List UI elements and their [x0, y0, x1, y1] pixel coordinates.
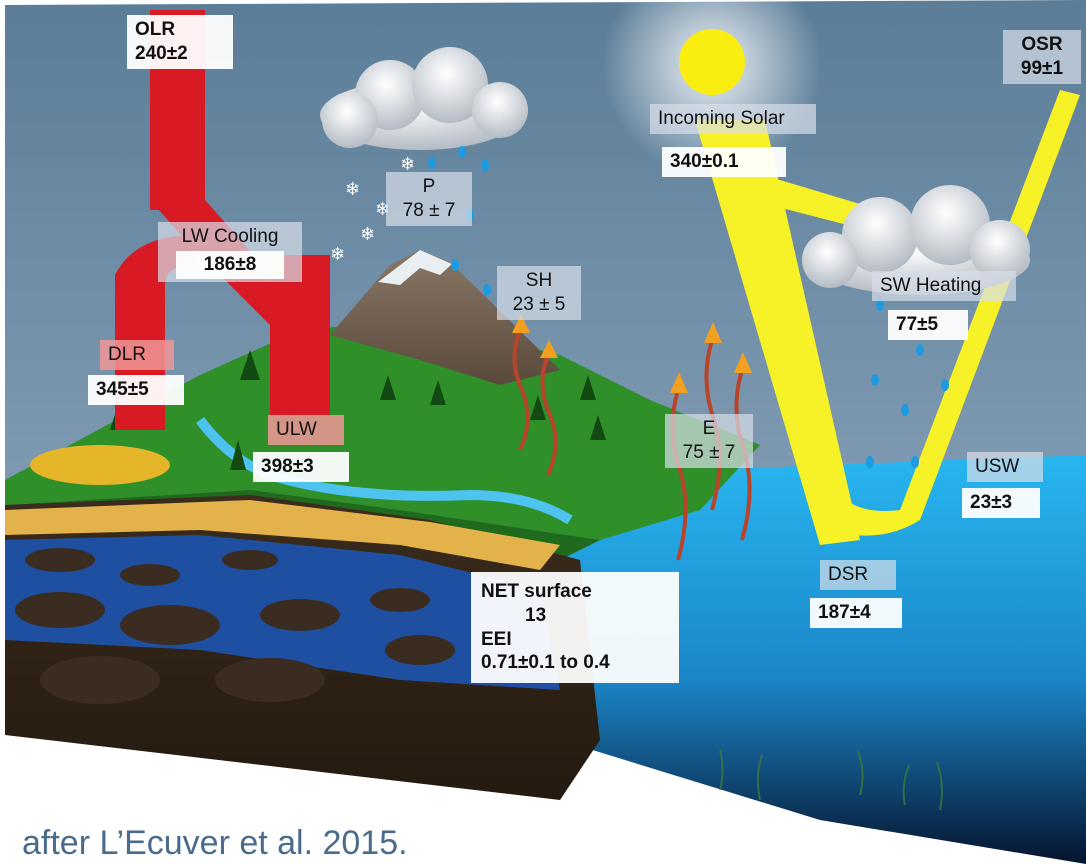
land [5, 320, 760, 540]
osr-name: OSR [1021, 34, 1063, 55]
olr-value: 240±2 [135, 42, 188, 64]
evap-label: E 75 ± 7 [665, 414, 753, 468]
olr-label: OLR 240±2 [127, 15, 233, 69]
mountain [330, 250, 560, 385]
usw-value: 23±3 [962, 488, 1040, 518]
usw-name: USW [967, 452, 1043, 482]
svg-text:❄: ❄ [345, 179, 360, 200]
heat-arrow-heads [512, 314, 752, 393]
ocean [560, 455, 1086, 864]
eei-name: EEI [481, 628, 512, 650]
field [30, 445, 170, 485]
sand-layer [5, 500, 560, 570]
net-surface-name: NET surface [481, 581, 592, 602]
svg-text:❄: ❄ [400, 154, 415, 175]
lw-cooling-label: LW Cooling 186±8 [158, 222, 302, 282]
net-surface-box: NET surface 13 EEI 0.71±0.1 to 0.4 [471, 572, 679, 683]
snowflake-icon: ❄ ❄ ❄ ❄ ❄ [330, 154, 415, 265]
sh-name: SH [525, 270, 553, 291]
dsr-name: DSR [820, 560, 896, 590]
cloud-icon [320, 47, 528, 150]
svg-text:❄: ❄ [330, 244, 345, 265]
incoming-solar-value: 340±0.1 [662, 147, 786, 177]
precip-value: 78 ± 7 [402, 199, 456, 221]
rocks [15, 548, 455, 704]
svg-text:❄: ❄ [360, 224, 375, 245]
sw-heating-name: SW Heating [872, 271, 1016, 301]
ulw-name: ULW [268, 415, 344, 445]
lw-cooling-name: LW Cooling [181, 226, 279, 247]
seaweed [719, 749, 943, 811]
ulw-value: 398±3 [253, 452, 349, 482]
lw-cooling-value: 186±8 [176, 250, 284, 279]
net-surface-value: 13 [525, 604, 547, 626]
sun-icon [679, 29, 745, 95]
caption: after L’Ecuver et al. 2015. [22, 824, 408, 862]
sh-label: SH 23 ± 5 [497, 266, 581, 320]
sw-heating-value: 77±5 [888, 310, 968, 340]
dsr-value: 187±4 [810, 598, 902, 628]
precip-name: P [422, 176, 436, 197]
precip-label: P 78 ± 7 [386, 172, 472, 226]
incoming-solar-name: Incoming Solar [650, 104, 816, 134]
osr-value: 99±1 [1020, 57, 1064, 79]
evap-value: 75 ± 7 [682, 441, 736, 463]
eei-value: 0.71±0.1 to 0.4 [481, 652, 610, 674]
dlr-name: DLR [100, 340, 174, 370]
snow-cap [378, 250, 452, 285]
evap-name: E [702, 418, 716, 439]
dlr-value: 345±5 [88, 375, 184, 405]
olr-name: OLR [135, 19, 176, 40]
sh-value: 23 ± 5 [512, 293, 566, 315]
osr-label: OSR 99±1 [1003, 30, 1081, 84]
